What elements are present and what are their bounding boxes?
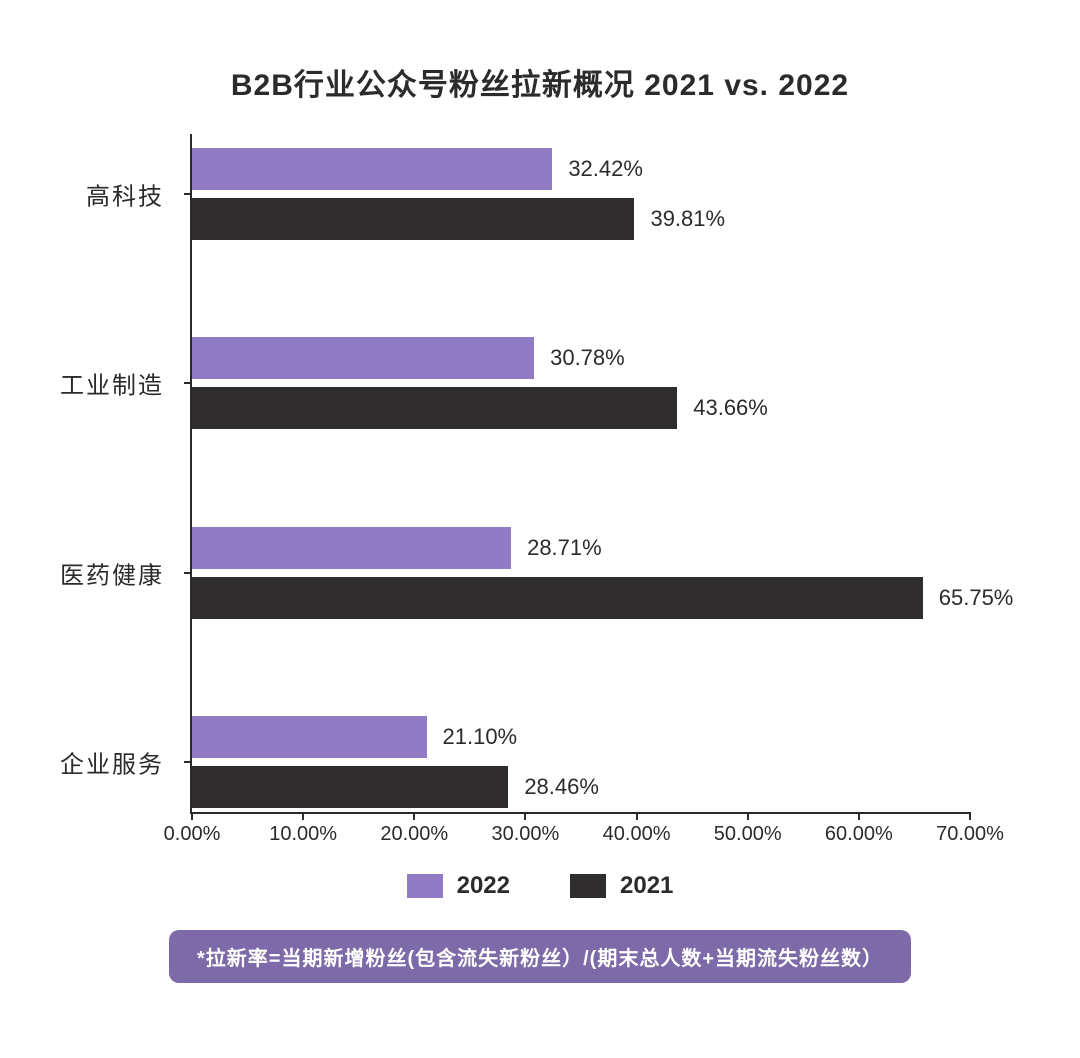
- legend-label-2021: 2021: [620, 872, 673, 900]
- value-label-2022: 28.71%: [527, 535, 602, 561]
- value-label-2021: 43.66%: [693, 395, 768, 421]
- x-tick-label: 20.00%: [380, 823, 448, 846]
- x-tick: [413, 812, 415, 820]
- category-label: 高科技: [86, 177, 192, 212]
- category-label: 工业制造: [60, 366, 192, 401]
- bar-2021: [192, 766, 508, 808]
- value-label-2021: 39.81%: [650, 206, 725, 232]
- category-label: 企业服务: [60, 745, 192, 780]
- value-label-2021: 65.75%: [939, 585, 1014, 611]
- value-label-2022: 32.42%: [568, 156, 643, 182]
- legend-item-2021: 2021: [570, 872, 673, 900]
- legend-swatch-2022: [407, 874, 443, 898]
- x-tick: [969, 812, 971, 820]
- value-label-2022: 21.10%: [443, 724, 518, 750]
- bar-2022: [192, 148, 552, 190]
- x-tick: [191, 812, 193, 820]
- x-tick-label: 30.00%: [492, 823, 560, 846]
- bar-2021: [192, 198, 634, 240]
- legend-item-2022: 2022: [407, 872, 510, 900]
- category-label: 医药健康: [60, 555, 192, 590]
- x-tick: [302, 812, 304, 820]
- bar-2021: [192, 577, 923, 619]
- plot-area: 0.00%10.00%20.00%30.00%40.00%50.00%60.00…: [190, 134, 970, 854]
- x-tick: [858, 812, 860, 820]
- x-tick-label: 60.00%: [825, 823, 893, 846]
- x-tick-label: 40.00%: [603, 823, 671, 846]
- bar-2022: [192, 527, 511, 569]
- bar-2022: [192, 337, 534, 379]
- value-label-2022: 30.78%: [550, 345, 625, 371]
- x-tick-label: 70.00%: [936, 823, 1004, 846]
- footnote: *拉新率=当期新增粉丝(包含流失新粉丝）/(期末总人数+当期流失粉丝数）: [169, 930, 911, 983]
- x-tick: [524, 812, 526, 820]
- x-tick: [747, 812, 749, 820]
- x-tick-label: 50.00%: [714, 823, 782, 846]
- legend-label-2022: 2022: [457, 872, 510, 900]
- chart-title: B2B行业公众号粉丝拉新概况 2021 vs. 2022: [50, 60, 1030, 104]
- chart-container: B2B行业公众号粉丝拉新概况 2021 vs. 2022 0.00%10.00%…: [0, 0, 1080, 1058]
- bar-2021: [192, 387, 677, 429]
- x-tick-label: 0.00%: [164, 823, 221, 846]
- x-tick-label: 10.00%: [269, 823, 337, 846]
- x-tick: [636, 812, 638, 820]
- value-label-2021: 28.46%: [524, 774, 599, 800]
- plot-inner: 0.00%10.00%20.00%30.00%40.00%50.00%60.00…: [190, 134, 970, 814]
- bar-2022: [192, 716, 427, 758]
- legend-swatch-2021: [570, 874, 606, 898]
- legend: 2022 2021: [50, 872, 1030, 900]
